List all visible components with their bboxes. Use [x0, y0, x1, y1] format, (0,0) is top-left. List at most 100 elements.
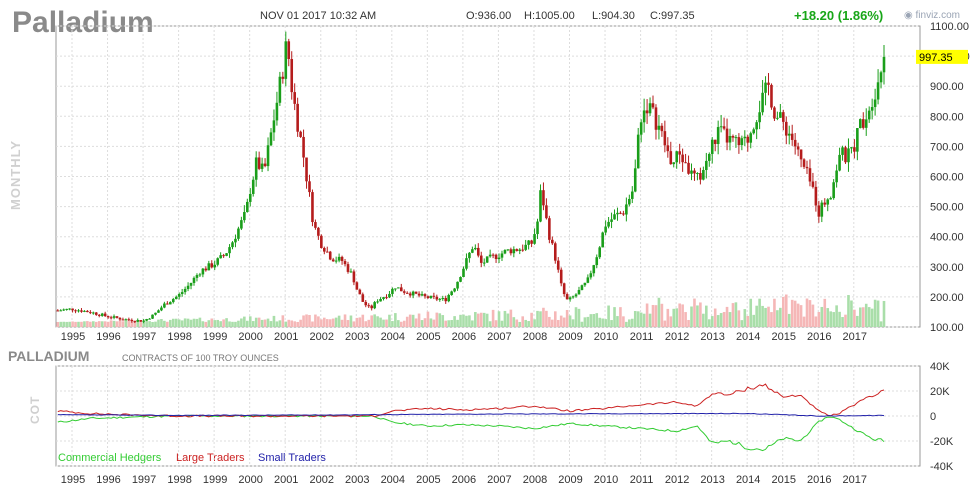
- year-tick-label: 2005: [416, 331, 440, 343]
- volume-bar: [592, 314, 596, 327]
- volume-bar: [639, 312, 643, 327]
- candle-body: [601, 232, 604, 248]
- candle-body: [219, 255, 222, 259]
- year-tick-label: 2016: [807, 331, 831, 343]
- volume-bar: [408, 314, 412, 327]
- volume-bar: [497, 311, 501, 327]
- volume-bar: [876, 300, 880, 327]
- candle-body: [121, 319, 125, 321]
- volume-bar: [127, 320, 131, 327]
- volume-bar: [669, 316, 673, 327]
- volume-bar: [829, 311, 832, 327]
- candle-body: [106, 316, 110, 318]
- candle-body: [787, 133, 791, 136]
- volume-bar: [823, 298, 827, 327]
- candle-body: [86, 310, 89, 313]
- volume-bar: [293, 321, 296, 327]
- candle-body: [687, 162, 690, 174]
- volume-bar: [151, 321, 154, 327]
- candle-body: [462, 268, 465, 278]
- volume-bar: [275, 321, 279, 327]
- volume-bar: [100, 321, 104, 327]
- candle-body: [577, 289, 581, 295]
- volume-bar: [343, 314, 347, 327]
- volume-bar: [402, 320, 406, 327]
- volume-bar: [853, 309, 856, 327]
- candle-body: [660, 125, 664, 132]
- volume-bar: [124, 319, 128, 327]
- candle-body: [394, 288, 397, 290]
- year-tick-label: 2008: [523, 331, 547, 343]
- volume-bar: [411, 314, 415, 327]
- cot-title: PALLADIUM: [8, 348, 90, 364]
- candle-body: [574, 294, 578, 297]
- volume-bar: [157, 319, 160, 327]
- volume-bar: [394, 313, 397, 327]
- candle-body: [838, 154, 841, 171]
- volume-bar: [80, 321, 83, 327]
- volume-bar: [752, 314, 755, 327]
- cot-year-tick-label: 2015: [771, 474, 795, 486]
- year-tick-label: 2000: [238, 331, 262, 343]
- volume-bar: [314, 314, 317, 327]
- candle-body: [619, 212, 622, 214]
- candle-body: [423, 294, 427, 297]
- candle-body: [654, 107, 658, 130]
- volume-bar: [485, 313, 489, 327]
- volume-bar: [462, 314, 465, 327]
- volume-bar: [234, 321, 237, 327]
- volume-bar: [59, 321, 63, 327]
- candle-body: [681, 154, 684, 163]
- volume-bar: [121, 321, 125, 327]
- volume-bar: [302, 315, 305, 327]
- volume-bar: [94, 321, 98, 327]
- candle-body: [512, 249, 516, 254]
- candle-body: [148, 318, 151, 320]
- volume-bar: [574, 307, 578, 327]
- volume-bar: [56, 321, 60, 327]
- price-tick-label: 600.00: [930, 172, 964, 184]
- cot-tick-label: 40K: [930, 361, 950, 373]
- candle-body: [127, 319, 131, 321]
- cot-year-tick-label: 1995: [61, 474, 85, 486]
- candle-body: [94, 312, 98, 315]
- volume-bar: [645, 303, 649, 327]
- candle-body: [287, 41, 291, 59]
- volume-bar: [811, 304, 815, 327]
- candle-body: [669, 151, 673, 165]
- volume-bar: [465, 315, 468, 327]
- volume-bar: [598, 317, 602, 327]
- brand-logo[interactable]: ◉ finviz.com: [904, 10, 960, 21]
- volume-bar: [311, 321, 314, 327]
- brand-text: finviz.com: [915, 10, 960, 21]
- candle-body: [722, 126, 726, 129]
- candle-body: [420, 294, 424, 296]
- candle-body: [468, 252, 471, 259]
- candle-body: [302, 136, 305, 158]
- candle-body: [553, 243, 557, 261]
- candle-body: [145, 318, 148, 321]
- volume-bar: [761, 305, 764, 327]
- volume-bar: [681, 304, 684, 327]
- volume-bar: [722, 311, 726, 327]
- year-tick-label: 2002: [310, 331, 334, 343]
- volume-bar: [237, 320, 240, 327]
- candle-body: [663, 131, 667, 146]
- volume-bar: [758, 298, 761, 327]
- legend-small: Small Traders: [258, 452, 326, 464]
- candle-body: [808, 168, 812, 182]
- volume-bar: [604, 319, 607, 327]
- volume-bar: [471, 320, 474, 327]
- candle-body: [595, 257, 599, 266]
- volume-bar: [571, 319, 575, 327]
- candle-body: [586, 277, 590, 283]
- volume-bar: [651, 304, 655, 327]
- volume-bar: [601, 318, 604, 327]
- candle-body: [284, 41, 288, 79]
- volume-bar: [160, 319, 163, 327]
- candle-body: [100, 313, 104, 316]
- candle-body: [556, 260, 560, 270]
- price-tick-label: 100.00: [930, 322, 964, 334]
- volume-bar: [832, 312, 835, 327]
- chart-title: Palladium: [12, 6, 154, 39]
